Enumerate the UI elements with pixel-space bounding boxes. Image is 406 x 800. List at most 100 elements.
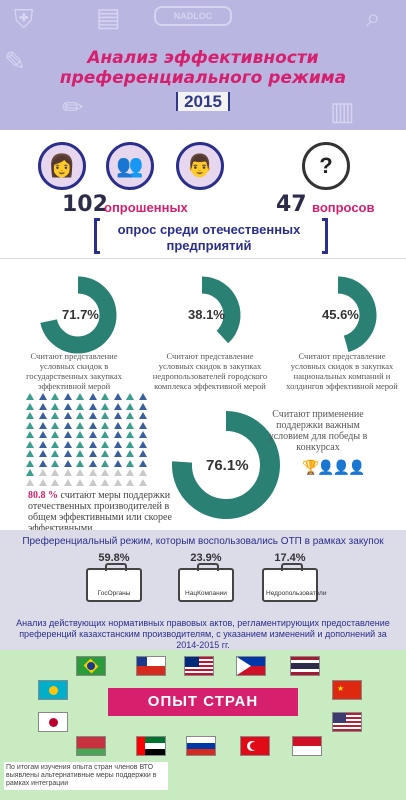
- preferences-title: Преференциальный режим, которым воспольз…: [22, 536, 384, 547]
- dot-marker: [138, 402, 147, 410]
- dot-marker: [113, 393, 122, 400]
- document-icon: ▤: [96, 2, 121, 32]
- chart-icon: ▥: [330, 96, 355, 126]
- question-mark-icon: ?: [302, 142, 350, 190]
- questions-count: 47: [276, 192, 307, 217]
- dot-marker: [101, 478, 109, 486]
- dot-marker: [76, 393, 84, 400]
- dot-marker: [138, 450, 147, 457]
- dot-marker: [38, 393, 47, 400]
- dot-marker: [138, 459, 147, 467]
- dot-marker: [26, 431, 34, 438]
- dot-marker: [126, 412, 134, 419]
- dot-marker: [26, 412, 34, 419]
- gauge-win-support: [172, 411, 280, 519]
- survey-section: 👩 👥 👨 ? 102 опрошенных 47 вопросов опрос…: [0, 130, 406, 258]
- dot-marker: [38, 412, 47, 419]
- woman-avatar-icon: 👩: [38, 142, 86, 190]
- dot-marker: [51, 421, 59, 429]
- dot-marker: [113, 440, 122, 448]
- dot-marker: [88, 421, 97, 429]
- dot-marker: [138, 440, 147, 448]
- dot-marker: [113, 459, 122, 467]
- pref-label-1: ГосОрганы: [97, 590, 131, 597]
- dot-marker: [101, 469, 109, 476]
- gauge-national-companies: [337, 276, 377, 353]
- survey-banner: опрос среди отечественных предприятий: [117, 222, 301, 253]
- edit-icon: ✎: [4, 46, 26, 76]
- dot-marker: [51, 412, 59, 419]
- usa-flag-icon: [332, 712, 362, 732]
- dot-marker: [126, 421, 134, 429]
- win-text: Считают применение поддержки важным усло…: [268, 409, 368, 453]
- people-avatar-icon: 👥: [106, 142, 154, 190]
- dot-marker: [38, 450, 47, 457]
- gauge-3-pct: 45.6%: [322, 307, 359, 322]
- dot-marker: [113, 421, 122, 429]
- search-box: NADLOC: [154, 6, 232, 26]
- thailand-flag-icon: [290, 656, 320, 676]
- dot-marker: [101, 450, 109, 457]
- briefcase-nat-icon: НацКомпании: [178, 563, 234, 602]
- support-pct: 80.8 %: [28, 490, 58, 501]
- pref-value-2: 23.9%: [190, 552, 222, 564]
- respondents-label: опрошенных: [104, 200, 188, 215]
- respondents-count: 102: [62, 192, 108, 217]
- briefcase-gov-icon: ГосОрганы: [86, 563, 142, 602]
- dot-marker: [38, 469, 47, 476]
- dot-marker: [88, 412, 97, 419]
- pref-label-3: Недропользователи: [266, 590, 327, 597]
- preferences-section: Преференциальный режим, которым воспольз…: [0, 530, 406, 650]
- dot-marker: [138, 393, 147, 400]
- stats-section: 71.7% 38.1% 45.6% Считают представление …: [0, 258, 406, 531]
- preferences-note: Анализ действующих нормативных правовых …: [16, 618, 390, 650]
- indonesia-flag-icon: [292, 736, 322, 756]
- dot-marker: [26, 393, 34, 400]
- dot-marker: [113, 412, 122, 419]
- dot-marker: [51, 431, 59, 438]
- dot-marker: [101, 402, 109, 410]
- dot-marker: [138, 478, 147, 486]
- dot-marker: [88, 440, 97, 448]
- dot-marker: [63, 450, 72, 457]
- countries-section: ★ ОПЫТ СТРАН По итогам изучения опыта ст…: [0, 650, 406, 800]
- dot-marker: [126, 478, 134, 486]
- dot-marker: [113, 478, 122, 486]
- year-label: 2015: [0, 92, 406, 112]
- dot-marker: [51, 440, 59, 448]
- pref-label-2: НацКомпании: [185, 590, 227, 597]
- header-section: ⛨ ▤ NADLOC ⌕ ✎ ✏ ▥ Анализ эффективности …: [0, 0, 406, 130]
- dot-marker: [138, 431, 147, 438]
- dot-marker: [126, 469, 134, 476]
- dot-marker: [63, 431, 72, 438]
- brazil-flag-icon: [76, 656, 106, 676]
- turkey-flag-icon: [240, 736, 270, 756]
- dot-marker: [101, 421, 109, 429]
- dot-marker: [63, 402, 72, 410]
- dot-marker: [88, 459, 97, 467]
- dot-marker: [88, 431, 97, 438]
- countries-title: ОПЫТ СТРАН: [108, 688, 298, 716]
- dot-marker: [88, 478, 97, 486]
- briefcase-subsoil-icon: Недропользователи: [262, 563, 327, 602]
- bracket-left: [94, 218, 100, 254]
- dot-marker: [26, 402, 34, 410]
- dot-marker: [51, 450, 59, 457]
- chile-flag-icon: [136, 656, 166, 676]
- man-avatar-icon: 👨: [176, 142, 224, 190]
- dot-marker: [76, 478, 84, 486]
- page-title: Анализ эффективности преференциального р…: [59, 48, 347, 88]
- gauge-2-text: Считают представление условных скидок в …: [152, 351, 268, 391]
- dot-marker: [101, 440, 109, 448]
- dot-marker: [101, 412, 109, 419]
- countries-footnote: По итогам изучения опыта стран членов ВТ…: [4, 762, 168, 790]
- dot-marker: [88, 393, 97, 400]
- dot-marker: [126, 393, 134, 400]
- dot-marker: [26, 421, 34, 429]
- dot-marker: [26, 469, 34, 476]
- dot-marker: [63, 469, 72, 476]
- questions-label: вопросов: [312, 200, 375, 215]
- gauge-1-pct: 71.7%: [62, 307, 99, 322]
- gauge-state-purchases: [40, 276, 117, 354]
- gauge-2-pct: 38.1%: [188, 307, 225, 322]
